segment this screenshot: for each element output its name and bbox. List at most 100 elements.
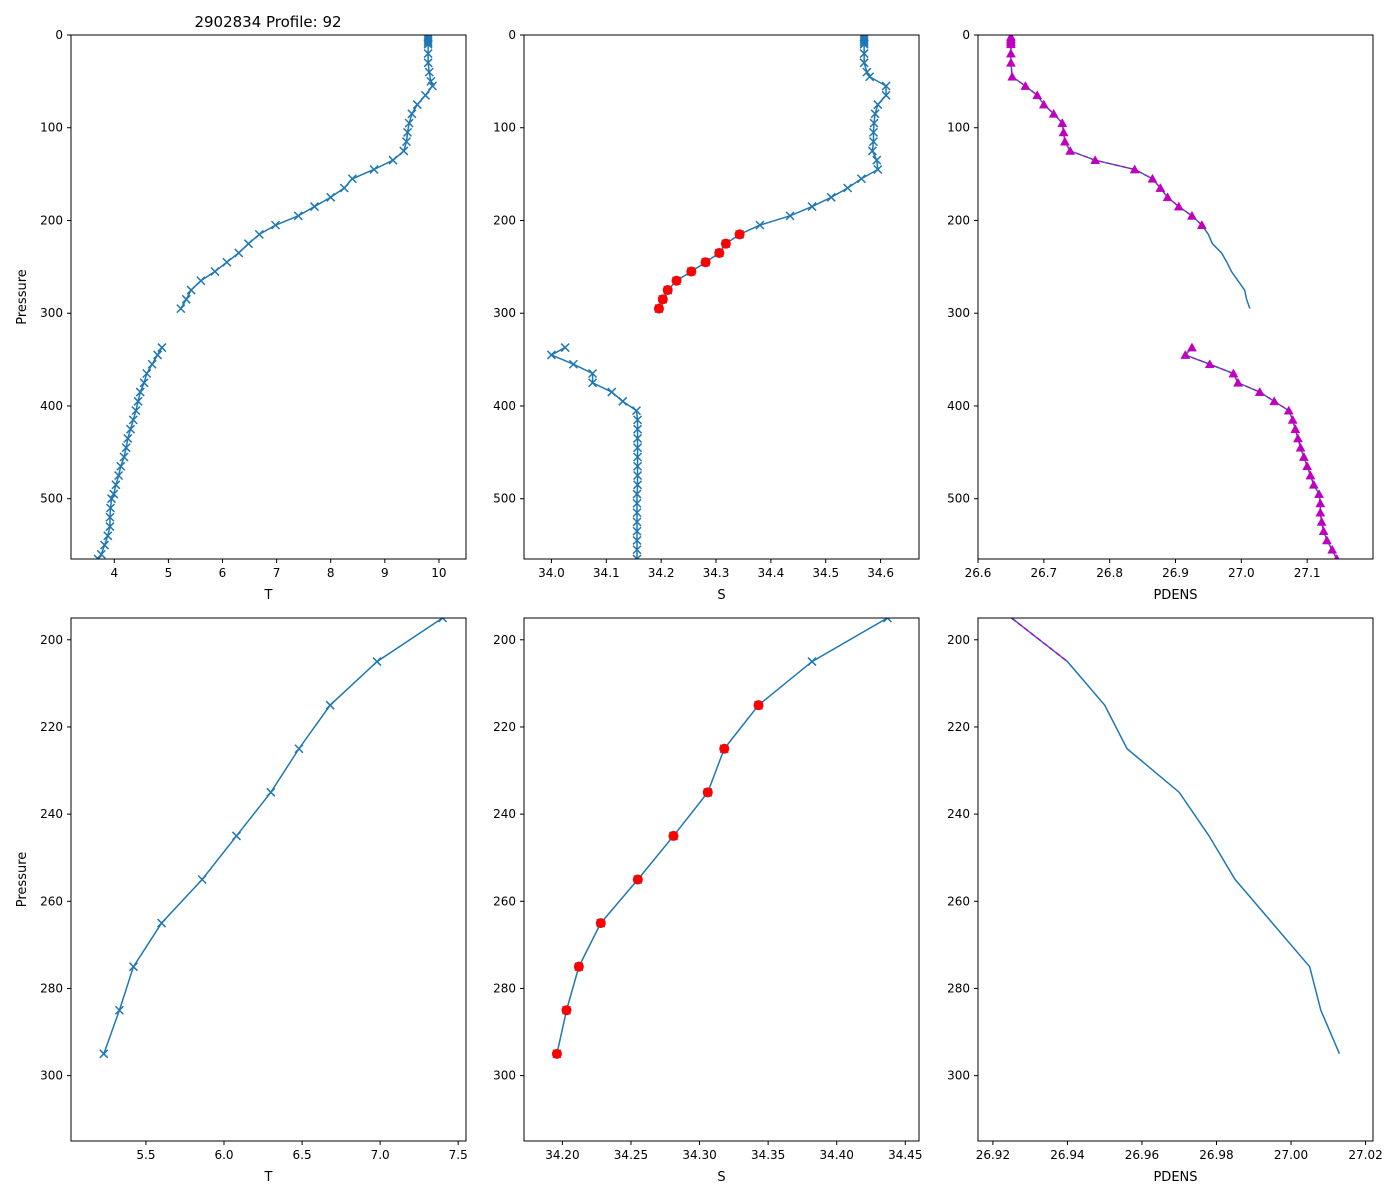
x-tick-label: 26.7 <box>1030 566 1057 580</box>
y-tick-label: 280 <box>947 981 970 995</box>
flagged-point <box>657 294 668 305</box>
density-triangle-marker <box>1318 526 1329 536</box>
density-triangle-marker <box>1233 377 1243 387</box>
series-line-upper <box>180 36 434 309</box>
x-tick-label: 34.35 <box>751 1148 785 1162</box>
flagged-point <box>734 229 745 240</box>
density-triangle-marker <box>1308 479 1319 489</box>
x-tick-label: 26.92 <box>976 1148 1010 1162</box>
density-triangle-marker <box>1316 516 1327 526</box>
y-tick-label: 100 <box>493 121 516 135</box>
data-point-marker <box>859 36 869 46</box>
panel-temperature-zoom: 5.5 6.0 6.5 7.0 7.5 200 220 240 260 280 300 T Pressu… <box>15 617 468 1185</box>
y-tick-label: 200 <box>493 633 516 647</box>
y-tick-label: 0 <box>508 28 516 42</box>
data-point-marker <box>632 554 642 559</box>
x-tick-label: 34.1 <box>593 566 620 580</box>
data-point-marker <box>869 118 879 128</box>
data-point-marker <box>607 387 617 397</box>
data-point-marker <box>99 1049 109 1059</box>
data-point-marker <box>633 443 643 453</box>
data-point-marker <box>114 1005 124 1015</box>
x-tick-label: 26.98 <box>1199 1148 1233 1162</box>
flagged-point <box>719 743 730 754</box>
y-tick-label: 220 <box>40 720 63 734</box>
x-tick-label: 34.5 <box>812 566 839 580</box>
density-triangle-marker <box>1305 470 1316 480</box>
data-point-marker <box>254 229 264 239</box>
plot-area <box>551 618 892 1059</box>
data-point-marker <box>128 415 138 425</box>
data-point-marker <box>632 489 642 499</box>
axes-frame <box>523 617 920 1142</box>
y-tick-label: 300 <box>40 1069 63 1083</box>
y-tick-label: 280 <box>493 981 516 995</box>
flagged-point <box>700 257 711 268</box>
data-point-marker <box>105 503 116 513</box>
data-point-marker <box>153 350 163 360</box>
data-point-marker <box>372 657 382 667</box>
data-point-marker <box>266 787 276 797</box>
density-dashed-line <box>1011 618 1068 663</box>
data-point-marker <box>633 480 643 490</box>
x-tick-label: 34.30 <box>682 1148 716 1162</box>
panel-salinity-zoom: 34.20 34.25 34.30 34.35 34.40 34.45 200 220 240 2… <box>493 617 922 1185</box>
x-tick-label: 26.96 <box>1125 1148 1159 1162</box>
data-point-marker <box>882 618 892 623</box>
x-tick-label: 7.0 <box>371 1148 390 1162</box>
x-tick-label: 34.3 <box>703 566 730 580</box>
density-triangle-marker <box>1187 342 1197 352</box>
data-point-marker <box>867 146 877 156</box>
data-point-marker <box>157 343 167 353</box>
x-tick-label: 7 <box>273 566 281 580</box>
data-point-marker <box>868 127 878 137</box>
density-triangle-marker <box>1155 183 1166 192</box>
y-tick-label: 500 <box>493 492 516 506</box>
data-point-marker <box>196 276 206 286</box>
y-tick-label: 300 <box>493 306 516 320</box>
panel-salinity-full: 34.0 34.1 34.2 34.3 34.4 34.5 34.6 0 100 200 300 40… <box>493 28 920 603</box>
figure-title: 2902834 Profile: 92 <box>194 13 341 31</box>
x-tick-label: 9 <box>381 566 389 580</box>
y-tick-label: 260 <box>493 894 516 908</box>
data-point-marker <box>293 211 303 221</box>
x-tick-label: 5 <box>165 566 173 580</box>
series-line-lower <box>1184 347 1338 559</box>
y-tick-label: 200 <box>40 213 63 227</box>
series-line-lower <box>97 347 163 559</box>
data-point-marker <box>632 508 642 518</box>
data-point-marker <box>881 81 891 91</box>
data-point-marker <box>403 127 413 137</box>
density-triangle-marker <box>1290 424 1301 434</box>
data-point-marker <box>128 962 138 972</box>
data-point-marker <box>807 657 817 667</box>
x-tick-label: 26.8 <box>1096 566 1123 580</box>
x-tick-label: 34.6 <box>867 566 894 580</box>
flagged-point <box>753 700 764 711</box>
data-point-marker <box>105 522 115 532</box>
plot-area <box>99 618 448 1059</box>
data-point-marker <box>859 39 869 49</box>
data-point-marker <box>568 359 578 369</box>
data-point-marker <box>424 67 434 77</box>
data-point-marker <box>438 618 448 623</box>
data-point-marker <box>401 137 412 147</box>
data-point-marker <box>231 831 242 841</box>
y-tick-label: 220 <box>947 720 970 734</box>
data-point-marker <box>843 183 853 193</box>
x-tick-label: 6.0 <box>214 1148 233 1162</box>
y-tick-label: 300 <box>493 1069 516 1083</box>
x-tick-label: 8 <box>327 566 335 580</box>
axes-frame <box>70 34 467 560</box>
data-point-marker <box>807 202 817 212</box>
data-point-marker <box>420 90 430 100</box>
x-tick-label: 26.6 <box>965 566 992 580</box>
data-point-marker <box>870 109 880 119</box>
data-point-marker <box>121 443 131 453</box>
data-point-marker <box>631 406 641 416</box>
data-point-marker <box>785 211 795 221</box>
data-point-marker <box>633 415 643 425</box>
y-tick-label: 280 <box>40 981 63 995</box>
flagged-point <box>595 918 606 929</box>
